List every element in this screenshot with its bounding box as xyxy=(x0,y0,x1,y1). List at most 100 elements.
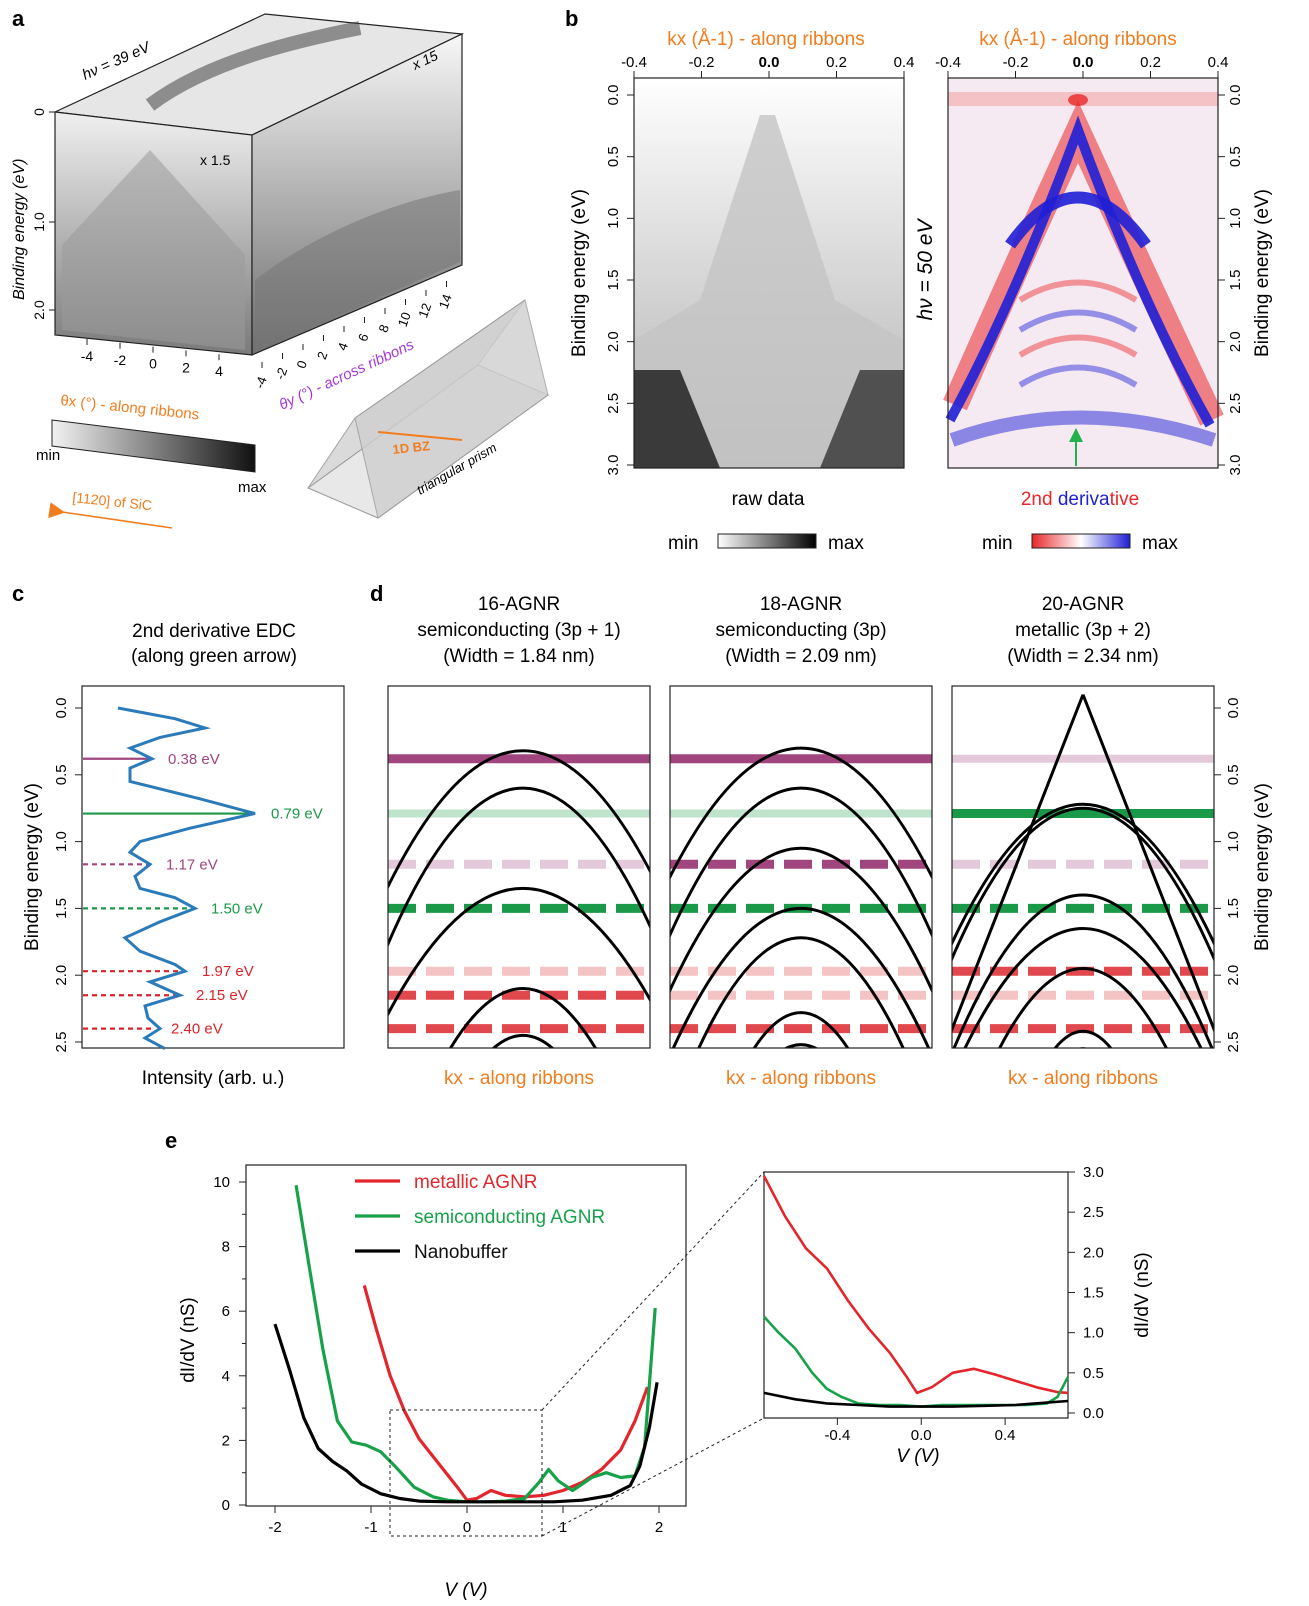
green-arrow-head xyxy=(1069,428,1083,442)
e-legend: metallic AGNR semiconducting AGNR Nanobuff… xyxy=(355,1172,605,1263)
y-tick-label: 10 xyxy=(213,1174,230,1191)
scale-x1.5-label: x 1.5 xyxy=(200,152,231,168)
x-tick-label: 0 xyxy=(463,1519,471,1536)
inset-x-tick-label: -0.4 xyxy=(824,1427,850,1444)
y-tick-label: 2.5 xyxy=(53,1032,70,1053)
k-tick-label: 0.4 xyxy=(1208,54,1229,71)
legend-label: metallic AGNR xyxy=(414,1172,538,1193)
top-axis-label-right: kx (Å-1) - along ribbons xyxy=(979,29,1176,50)
inset-x-tick-label: 0.0 xyxy=(911,1427,932,1444)
d-y-ticks: 0.0 0.5 1.0 1.5 2.0 2.5 xyxy=(1214,698,1242,1053)
k-tick-label: -0.4 xyxy=(621,54,647,71)
k-tick-label: -0.4 xyxy=(935,54,961,71)
band-curve xyxy=(963,926,1203,1048)
y-ticks: 0 1.0 2.0 xyxy=(31,108,55,320)
inset-frame xyxy=(763,1171,1069,1419)
band-curve xyxy=(448,987,598,1048)
front-face-cone xyxy=(62,150,245,350)
e-tick-label: 1.0 xyxy=(605,208,622,229)
k-tick-label: 0.2 xyxy=(1140,54,1161,71)
e-tick-label: 3.0 xyxy=(1227,455,1244,476)
intensity-colorbar xyxy=(51,419,256,473)
sic-direction-arrow xyxy=(48,502,173,529)
subplot-x-label: kx - along ribbons xyxy=(726,1068,876,1089)
bz-line xyxy=(377,431,463,441)
y-tick-label: 1.0 xyxy=(53,831,70,852)
y-tick-label: 8 xyxy=(222,1239,230,1256)
y-tick-label: 1.0 xyxy=(31,212,47,232)
e-tick-label: 0.5 xyxy=(605,146,622,167)
subband xyxy=(1018,279,1138,303)
inset-curves xyxy=(762,1175,1070,1408)
c-plot-frame xyxy=(81,685,345,1049)
y-tick-label: 6 xyxy=(222,1303,230,1320)
panel-letter: b xyxy=(565,6,578,31)
legend-label: semiconducting AGNR xyxy=(414,1207,605,1228)
band-curve xyxy=(670,847,932,994)
y-tick-label: 0.0 xyxy=(1225,698,1242,719)
side-face-shade xyxy=(255,190,460,352)
subplot-x-label: kx - along ribbons xyxy=(1008,1068,1158,1089)
panel-letter: d xyxy=(370,581,383,606)
x-tick-label: 1 xyxy=(559,1519,567,1536)
subplot-width: (Width = 2.09 nm) xyxy=(725,646,877,667)
deriv-cbar-max: max xyxy=(1142,533,1178,554)
theta-y-tick-label: 8 xyxy=(375,322,392,334)
band-curve xyxy=(697,936,905,1048)
theta-y-tick-label: 0 xyxy=(293,358,310,370)
e-y-axis-label: dI/dV (nS) xyxy=(178,1297,199,1383)
e-tick-label: 1.5 xyxy=(605,270,622,291)
band-curve xyxy=(671,907,931,1048)
raw-data-title: raw data xyxy=(732,489,805,510)
dirac-line xyxy=(1081,694,1214,1034)
x-tick-label: 2 xyxy=(182,359,190,375)
c-x-axis-label: Intensity (arb. u.) xyxy=(142,1068,285,1089)
k-tick-label: -0.2 xyxy=(1003,54,1029,71)
deriv-colorbar xyxy=(1031,533,1131,549)
y-tick-label: 2.0 xyxy=(53,965,70,986)
inset-y-tick-label: 3.0 xyxy=(1083,1164,1104,1181)
subplot-type: semiconducting (3p) xyxy=(715,620,886,641)
bottom-band xyxy=(949,410,1217,447)
inset-x-axis-label: V (V) xyxy=(896,1446,939,1467)
e-tick-label: 0.0 xyxy=(605,85,622,106)
subplot-frame xyxy=(951,685,1215,1049)
y-axis-label-right: Binding energy (eV) xyxy=(1252,189,1273,357)
y-tick-label: 1.0 xyxy=(1225,831,1242,852)
x-ticks: -4 -2 0 2 4 xyxy=(81,339,223,379)
legend-label: Nanobuffer xyxy=(414,1242,508,1263)
k-tick-label: 0.0 xyxy=(759,54,780,71)
theta-y-tick-label: -2 xyxy=(272,365,290,381)
y-tick-label: 0.5 xyxy=(1225,764,1242,785)
subplot-width: (Width = 1.84 nm) xyxy=(443,646,595,667)
c-y-axis-label: Binding energy (eV) xyxy=(22,783,43,951)
e-tick-label: 2.5 xyxy=(605,393,622,414)
subplot-name: 20-AGNR xyxy=(1042,594,1124,615)
band-curve xyxy=(388,786,650,948)
subplot-content xyxy=(670,746,932,1048)
y-tick-label: 2.5 xyxy=(1225,1032,1242,1053)
sic-direction-label: [1120] of SiC xyxy=(72,489,153,513)
theta-y-tick-label: 2 xyxy=(314,349,331,361)
peak-label: 0.79 eV xyxy=(271,806,323,823)
inset-y-tick-label: 2.0 xyxy=(1083,1244,1104,1261)
panel-d: d 16-AGNR semiconducting (3p + 1) (Width =… xyxy=(370,581,1273,1089)
series-line xyxy=(294,1184,657,1504)
zoom-connector-top xyxy=(541,1171,765,1411)
c-title-line1: 2nd derivative EDC xyxy=(132,621,296,642)
inset-y-tick-label: 1.5 xyxy=(1083,1285,1104,1302)
y-tick-label: 2.0 xyxy=(31,300,47,320)
theta-y-tick-label: 10 xyxy=(395,310,414,329)
zoom-box xyxy=(389,1409,543,1537)
y-axis-label: Binding energy (eV) xyxy=(11,159,28,300)
fermi-spot xyxy=(1068,94,1088,106)
c-y-ticks: 0.0 0.5 1.0 1.5 2.0 2.5 xyxy=(53,698,82,1053)
y-tick-label: 1.5 xyxy=(53,898,70,919)
e-tick-label: 2.0 xyxy=(605,331,622,352)
top-face-band xyxy=(145,21,362,111)
top-axis-label-left: kx (Å-1) - along ribbons xyxy=(667,29,864,50)
theta-y-tick-label: 12 xyxy=(415,301,434,320)
y-tick-label: 0.0 xyxy=(53,698,70,719)
band-curve xyxy=(491,1034,555,1048)
subband xyxy=(1018,309,1138,333)
